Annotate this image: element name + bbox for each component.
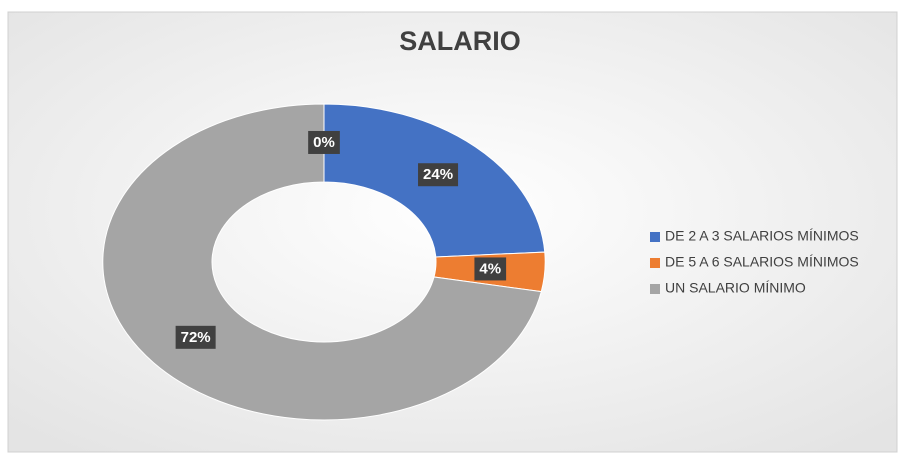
data-label: 24% [423,166,453,183]
chart-title: SALARIO [399,26,521,56]
legend-swatch [650,258,660,268]
legend-swatch [650,284,660,294]
data-label-box [418,163,459,187]
legend-label: DE 2 A 3 SALARIOS MÍNIMOS [665,228,859,244]
legend-swatch [650,232,660,242]
data-label-box [175,325,216,349]
legend-label: UN SALARIO MÍNIMO [665,280,806,296]
data-label-box [308,130,340,154]
data-label: 72% [181,329,211,346]
legend-label: DE 5 A 6 SALARIOS MÍNIMOS [665,254,859,270]
data-label-box [474,257,507,281]
data-label: 0% [313,134,335,151]
data-label: 4% [479,260,501,277]
